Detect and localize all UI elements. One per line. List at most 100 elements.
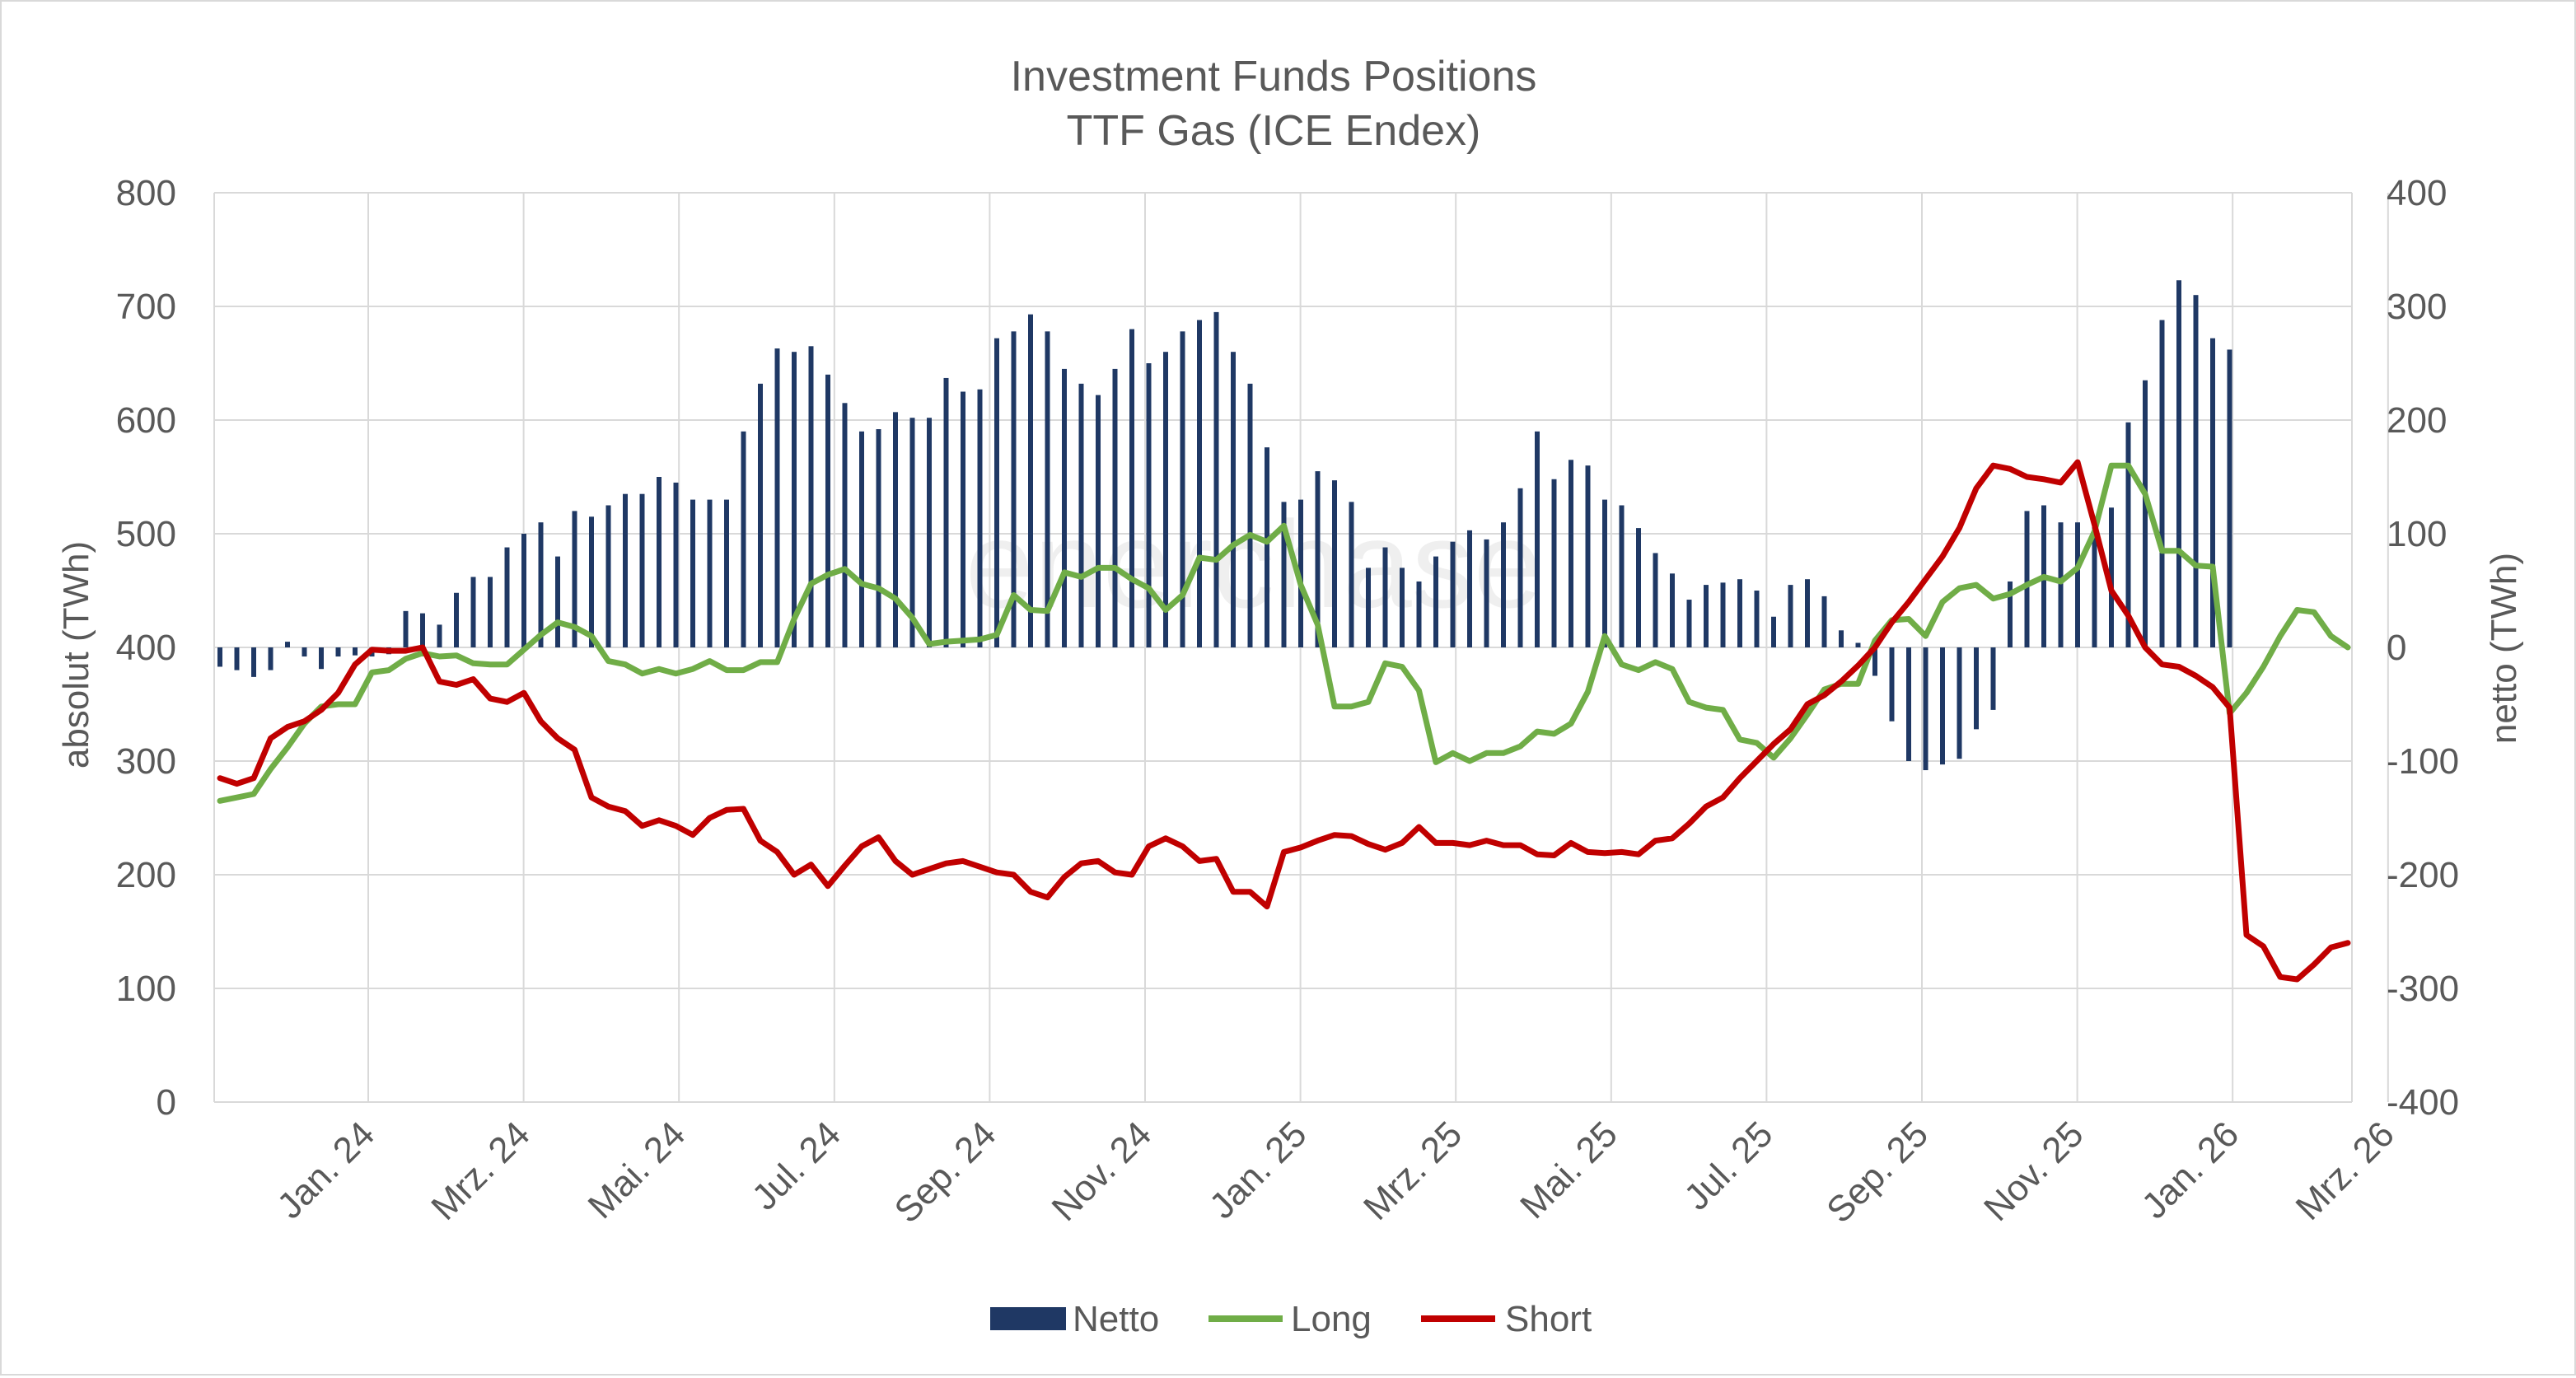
netto-bar <box>1889 647 1895 722</box>
netto-bar <box>1197 320 1202 647</box>
netto-bar <box>623 493 628 647</box>
netto-bar <box>1281 502 1287 647</box>
netto-bar <box>1078 383 1084 647</box>
netto-bar <box>876 429 881 647</box>
netto-bar <box>521 534 526 647</box>
netto-bar <box>1062 368 1067 647</box>
netto-bar <box>1467 530 1472 647</box>
netto-bar <box>1096 395 1101 647</box>
x-tick-label: Sep. 24 <box>887 1114 1004 1231</box>
netto-bar <box>1737 579 1742 647</box>
netto-bar <box>639 493 645 647</box>
netto-bar <box>251 647 256 677</box>
short-line <box>217 459 2351 983</box>
legend-label-short: Short <box>1505 1299 1592 1339</box>
netto-bar <box>1129 329 1134 647</box>
netto-bar <box>1754 591 1760 647</box>
y2-tick-label: 200 <box>2387 400 2447 441</box>
netto-bar <box>470 577 476 647</box>
netto-bar <box>1602 499 1607 647</box>
netto-bar <box>302 647 307 657</box>
netto-bar <box>1990 647 1996 710</box>
netto-bar <box>792 352 797 647</box>
netto-bar <box>1686 600 1692 647</box>
netto-bar <box>758 383 763 647</box>
netto-bar <box>1670 573 1675 647</box>
netto-bar <box>1382 547 1388 647</box>
netto-bar <box>2008 581 2013 647</box>
netto-bar <box>335 647 341 657</box>
y-tick-label: 800 <box>116 173 176 213</box>
netto-bar <box>2176 280 2181 647</box>
netto-bar <box>1535 431 1540 647</box>
netto-bar <box>2227 349 2232 647</box>
netto-bar <box>1163 352 1168 647</box>
netto-bar <box>1416 581 1422 647</box>
netto-bar <box>2075 522 2080 647</box>
chart-title: Investment Funds Positions <box>1011 53 1537 100</box>
netto-bar <box>1366 568 1371 647</box>
netto-bar <box>927 418 932 647</box>
x-tick-label: Jan. 24 <box>269 1114 382 1226</box>
y2-tick-label: 100 <box>2387 514 2447 554</box>
y2-tick-label: 300 <box>2387 287 2447 327</box>
x-tick-label: Jul. 25 <box>1676 1114 1780 1217</box>
netto-bar <box>403 610 409 647</box>
netto-bar <box>1957 647 1962 759</box>
netto-bar <box>741 431 746 647</box>
netto-bar <box>1805 579 1810 647</box>
netto-bar <box>605 505 611 647</box>
x-tick-label: Mrz. 25 <box>1356 1114 1470 1227</box>
netto-bar <box>994 338 999 647</box>
netto-bar <box>2210 338 2215 647</box>
netto-bar <box>859 431 864 647</box>
y2-tick-label: -300 <box>2387 969 2459 1009</box>
netto-bar <box>2109 507 2114 647</box>
x-tick-label: Nov. 25 <box>1976 1114 2092 1229</box>
netto-bar <box>1400 568 1405 647</box>
netto-bar <box>504 547 510 647</box>
netto-bar <box>2092 522 2097 647</box>
y2-tick-label: -200 <box>2387 855 2459 895</box>
netto-bar <box>353 647 358 656</box>
netto-bar <box>1180 331 1185 647</box>
netto-bar <box>2159 320 2165 647</box>
netto-bar <box>572 511 577 647</box>
netto-bar <box>1112 368 1118 647</box>
y-tick-label: 100 <box>116 969 176 1009</box>
netto-bar <box>1636 528 1641 647</box>
y-tick-label: 300 <box>116 741 176 782</box>
netto-bar <box>285 642 290 647</box>
netto-bar <box>893 412 898 647</box>
y-tick-label: 500 <box>116 514 176 554</box>
netto-bar <box>1940 647 1945 765</box>
x-tick-label: Jan. 26 <box>2134 1114 2247 1226</box>
netto-bar <box>2058 522 2064 647</box>
legend-label-netto: Netto <box>1073 1299 1159 1339</box>
netto-bar <box>1433 556 1438 647</box>
netto-bar <box>842 403 848 647</box>
netto-bar <box>1839 630 1844 647</box>
y2-tick-label: -400 <box>2387 1082 2459 1123</box>
chart-subtitle: TTF Gas (ICE Endex) <box>1067 107 1481 155</box>
netto-bar <box>673 482 679 647</box>
legend-label-long: Long <box>1291 1299 1372 1339</box>
netto-bar <box>690 499 695 647</box>
netto-bar <box>2125 422 2131 647</box>
netto-bar <box>1585 465 1591 647</box>
netto-bar <box>1653 553 1658 647</box>
y2-tick-label: 0 <box>2387 628 2406 668</box>
x-tick-label: Mrz. 24 <box>423 1114 537 1227</box>
netto-bar <box>1501 522 1506 647</box>
netto-bar <box>1974 647 1979 730</box>
netto-bar <box>1146 363 1152 647</box>
axes: 0 100 200 300 400 500 600 700 800 -400 -300 -200 -10… <box>116 173 2460 1231</box>
netto-bar <box>774 348 780 647</box>
watermark: enerchase <box>965 495 1543 633</box>
netto-bar <box>454 592 459 647</box>
series-lines <box>217 459 2351 983</box>
netto-bar <box>1704 585 1709 647</box>
netto-bar <box>1855 642 1861 647</box>
netto-bar <box>1450 541 1456 647</box>
